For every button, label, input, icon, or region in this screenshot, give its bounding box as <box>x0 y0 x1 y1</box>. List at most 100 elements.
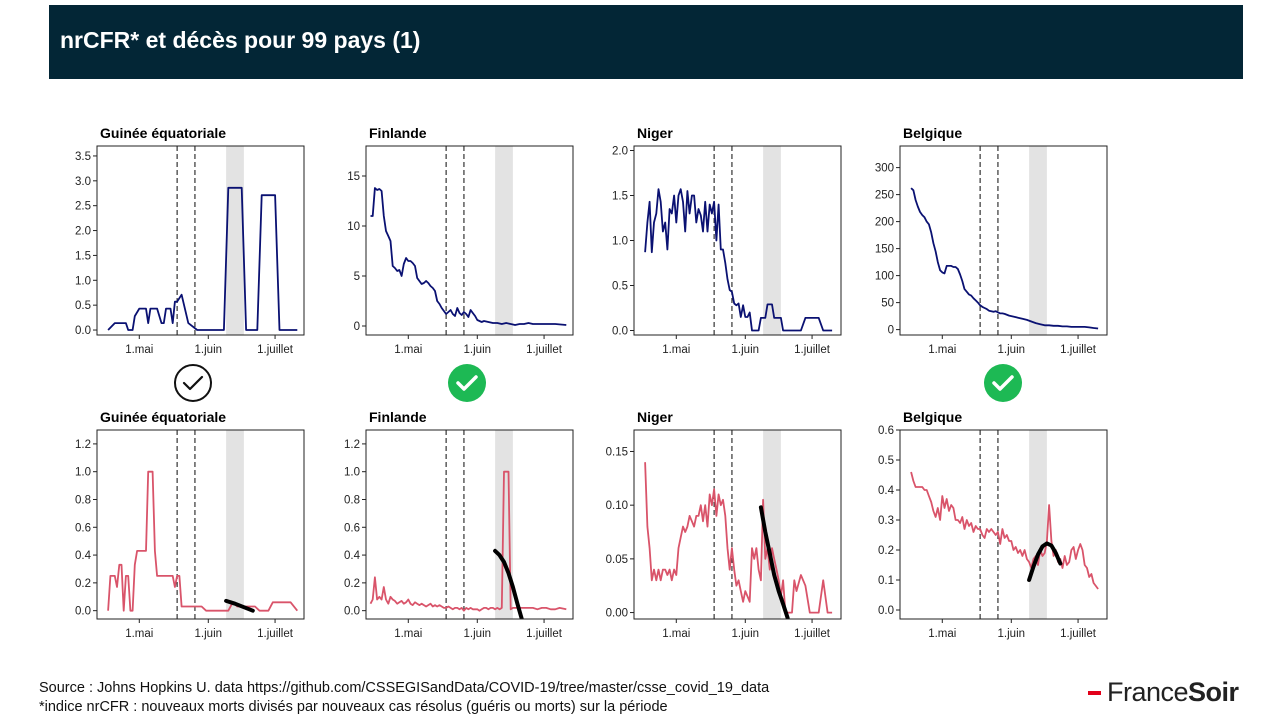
y-tick-label: 2.0 <box>612 146 628 158</box>
y-tick-label: 0.2 <box>344 578 360 590</box>
x-tick-label: 1.juin <box>732 628 760 640</box>
y-tick-label: 0.0 <box>878 605 894 617</box>
series-line <box>644 462 833 614</box>
chart-panel: Niger 0.00 0.05 0.10 0.15 1.mai 1.juin 1.juille… <box>606 409 842 640</box>
y-tick-label: 300 <box>875 163 894 175</box>
x-tick-label: 1.mai <box>662 628 690 640</box>
x-tick-label: 1.mai <box>928 628 956 640</box>
chart-title: Belgique <box>903 409 962 425</box>
x-tick-label: 1.juillet <box>794 344 831 356</box>
y-tick-label: 0.15 <box>606 446 628 458</box>
y-tick-label: 0.5 <box>75 300 91 312</box>
y-tick-label: 1.0 <box>75 467 91 479</box>
x-tick-label: 1.juin <box>195 628 223 640</box>
y-tick-label: 0.5 <box>878 455 894 467</box>
shaded-region <box>763 146 781 335</box>
plot-frame <box>633 145 842 336</box>
shaded-region <box>495 146 513 335</box>
check-circle <box>174 364 212 402</box>
x-tick-label: 1.juillet <box>526 628 563 640</box>
y-tick-label: 200 <box>875 217 894 229</box>
x-tick-label: 1.mai <box>125 628 153 640</box>
chart-title: Finlande <box>369 125 427 141</box>
x-tick-label: 1.juillet <box>1060 628 1097 640</box>
fit-line <box>758 505 790 619</box>
plot-frame <box>96 145 305 336</box>
y-tick-label: 0.4 <box>75 550 92 562</box>
chart-panel: Guinée équatoriale 0.0 0.5 1.0 1.5 2.0 2.5 3.0 3… <box>75 125 305 356</box>
y-tick-label: 2.5 <box>75 201 91 213</box>
y-tick-label: 0.6 <box>878 425 894 437</box>
y-tick-label: 1.2 <box>75 439 91 451</box>
y-tick-label: 0.2 <box>878 545 894 557</box>
chart-panel: Niger 0.0 0.5 1.0 1.5 2.0 1.mai 1.juin 1.juillet <box>612 125 842 356</box>
shaded-region <box>1029 430 1047 619</box>
y-tick-label: 0.6 <box>75 522 91 534</box>
series-line <box>370 187 567 326</box>
x-tick-label: 1.mai <box>394 628 422 640</box>
series-line <box>107 186 298 331</box>
x-tick-label: 1.juillet <box>794 628 831 640</box>
x-tick-label: 1.mai <box>125 344 153 356</box>
x-tick-label: 1.juin <box>732 344 760 356</box>
series-line <box>369 470 567 612</box>
check-outline-icon <box>174 364 212 402</box>
series-line <box>910 187 1099 330</box>
x-tick-label: 1.juillet <box>1060 344 1097 356</box>
check-mark <box>456 375 478 391</box>
page-title: nrCFR* et décès pour 99 pays (1) <box>60 27 421 53</box>
y-tick-label: 1.5 <box>612 191 628 203</box>
x-tick-label: 1.juillet <box>257 628 294 640</box>
y-tick-label: 0.4 <box>878 485 895 497</box>
plot-frame <box>96 429 305 620</box>
y-tick-label: 5 <box>354 271 360 283</box>
y-tick-label: 0.6 <box>344 522 360 534</box>
x-tick-label: 1.juin <box>195 344 223 356</box>
y-tick-label: 1.2 <box>344 439 360 451</box>
y-tick-label: 0.0 <box>612 326 628 338</box>
chart-title: Niger <box>637 125 673 141</box>
y-tick-label: 0.8 <box>344 494 360 506</box>
y-tick-label: 0.0 <box>344 606 360 618</box>
y-tick-label: 150 <box>875 244 894 256</box>
fit-line <box>224 598 255 613</box>
check-mark <box>992 375 1014 391</box>
fit-line <box>493 548 524 619</box>
plot-frame <box>633 429 842 620</box>
francesoir-logo: FranceSoir <box>1088 677 1239 713</box>
y-tick-label: 2.0 <box>75 226 91 238</box>
x-tick-label: 1.mai <box>662 344 690 356</box>
chart-title: Guinée équatoriale <box>100 409 226 425</box>
y-tick-label: 250 <box>875 190 894 202</box>
fit-line <box>1027 541 1063 582</box>
check-circle <box>984 364 1022 402</box>
chart-panel: Belgique 0.0 0.1 0.2 0.3 0.4 0.5 0.6 1.mai 1.juin… <box>878 409 1108 640</box>
y-tick-label: 0.05 <box>606 554 628 566</box>
series-line <box>107 470 299 612</box>
title-banner: nrCFR* et décès pour 99 pays (1) <box>49 5 1243 79</box>
check-mark <box>182 375 204 391</box>
check-filled-icon <box>984 364 1022 402</box>
y-tick-label: 50 <box>881 298 894 310</box>
check-circle <box>448 364 486 402</box>
plot-frame <box>365 145 574 336</box>
y-tick-label: 0.5 <box>612 281 628 293</box>
y-tick-label: 3.5 <box>75 151 91 163</box>
y-tick-label: 0.2 <box>75 578 91 590</box>
y-tick-label: 0.1 <box>878 575 894 587</box>
plot-frame <box>899 429 1108 620</box>
source-note: Source : Johns Hopkins U. data https://g… <box>39 680 770 696</box>
y-tick-label: 15 <box>347 171 360 183</box>
y-tick-label: 1.0 <box>612 236 628 248</box>
y-tick-label: 10 <box>347 221 360 233</box>
shaded-region <box>1029 146 1047 335</box>
x-tick-label: 1.juin <box>464 344 492 356</box>
chart-title: Finlande <box>369 409 427 425</box>
y-tick-label: 0.4 <box>344 550 361 562</box>
plot-frame <box>365 429 574 620</box>
shaded-region <box>226 430 244 619</box>
x-tick-label: 1.juin <box>464 628 492 640</box>
series-line <box>644 188 833 332</box>
chart-panel: Belgique 0 50 100 150 200 250 300 1.mai 1.juin 1.j… <box>875 125 1108 356</box>
